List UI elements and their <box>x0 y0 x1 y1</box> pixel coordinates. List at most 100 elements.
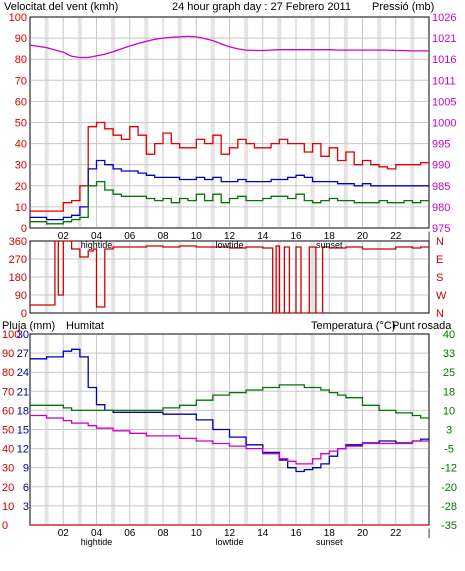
humidity-tick-label: 6 <box>23 482 29 494</box>
rain-tick-label: 20 <box>2 482 14 494</box>
direction-tick-label: 180 <box>9 272 27 284</box>
wind-tick-label: 20 <box>15 181 27 193</box>
temperature-tick-label: -5 <box>444 444 454 456</box>
pressure-tick-label: 1026 <box>432 12 456 24</box>
compass-label: S <box>436 272 443 284</box>
hour-tick-label: 14 <box>257 231 269 242</box>
wind-tick-label: 0 <box>21 223 27 235</box>
rain-tick-label: 90 <box>2 348 14 360</box>
sunset-event-label: sunset <box>316 240 343 250</box>
pressure-tick-label: 980 <box>432 202 450 214</box>
hour-tick-label: 04 <box>91 231 103 242</box>
humidity-tick-label: 12 <box>17 444 29 456</box>
pressure-line <box>29 35 429 59</box>
lowtide-event-label: lowtide <box>215 240 243 250</box>
series-lines <box>29 35 429 526</box>
rain-tick-label: 0 <box>2 520 8 532</box>
hour-tick-label: 10 <box>191 231 203 242</box>
wind-axis-label: Velocitat del vent (kmh) <box>4 1 118 13</box>
hour-tick-label: 06 <box>124 528 136 539</box>
temperature-tick-label: 33 <box>443 348 455 360</box>
temperature-tick-label: -28 <box>441 501 457 513</box>
humidity-tick-label: 9 <box>23 463 29 475</box>
temperature-tick-label: -20 <box>441 482 457 494</box>
wind-tick-label: 90 <box>15 33 27 45</box>
hour-tick-label: 06 <box>124 231 136 242</box>
hour-tick-label: | <box>428 528 431 539</box>
dewpoint-line <box>30 414 429 465</box>
direction-tick-label: 0 <box>21 308 27 320</box>
hour-tick-label: 08 <box>157 231 169 242</box>
humidity-tick-label: 30 <box>17 329 29 341</box>
rain-tick-label: 70 <box>2 386 14 398</box>
hightide-event-label: hightide <box>81 537 113 547</box>
hour-tick-label: 18 <box>324 528 336 539</box>
hour-tick-label: 12 <box>224 528 236 539</box>
pressure-tick-label: 1000 <box>432 118 456 130</box>
temperature-tick-label: -35 <box>441 520 457 532</box>
temperature-tick-label: 25 <box>443 367 455 379</box>
direction-tick-label: 270 <box>9 254 27 266</box>
pressure-tick-label: 1016 <box>432 54 456 66</box>
wind-tick-label: 80 <box>15 54 27 66</box>
rain-tick-label: 30 <box>2 463 14 475</box>
wind-average-line <box>30 159 429 221</box>
humidity-tick-label: 18 <box>17 405 29 417</box>
rain-tick-label: 60 <box>2 405 14 417</box>
rain-tick-label: 40 <box>2 444 14 456</box>
humidity-tick-label: 21 <box>17 386 29 398</box>
hour-tick-label: 14 <box>257 528 269 539</box>
wind-panel-frame <box>29 16 430 229</box>
wind-tick-label: 60 <box>15 96 27 108</box>
rain-tick-label: 10 <box>2 501 14 513</box>
humidity-tick-label: 3 <box>23 501 29 513</box>
hour-tick-label: 20 <box>357 528 369 539</box>
hour-tick-label: | <box>428 231 431 242</box>
wind-tick-label: 10 <box>15 202 27 214</box>
wind-tick-label: 40 <box>15 139 27 151</box>
rain-tick-label: 80 <box>2 367 14 379</box>
rain-tick-label: 50 <box>2 425 14 437</box>
humidity-axis-label: Humitat <box>66 320 104 332</box>
wind-tick-label: 70 <box>15 75 27 87</box>
hour-tick-label: 16 <box>290 231 302 242</box>
direction-panel-frame <box>29 240 430 314</box>
temperature-tick-label: 40 <box>443 329 455 341</box>
temperature-tick-label: 18 <box>443 386 455 398</box>
pressure-tick-label: 985 <box>432 181 450 193</box>
rain-axis-label: Pluja (mm) <box>2 320 55 332</box>
hour-tick-label: 12 <box>224 231 236 242</box>
compass-label: N <box>436 236 444 248</box>
direction-tick-label: 90 <box>15 290 27 302</box>
pressure-tick-label: 1011 <box>432 75 456 87</box>
hour-tick-label: 22 <box>390 528 402 539</box>
wind-direction-line <box>30 240 429 314</box>
wind-minimum-line <box>30 180 429 225</box>
temperature-axis-label: Temperatura (°C) <box>311 320 395 332</box>
humidity-tick-label: 24 <box>17 367 29 379</box>
lowtide-event-label: lowtide <box>215 537 243 547</box>
pressure-tick-label: 990 <box>432 160 450 172</box>
dewpoint-axis-label: Punt rosada <box>392 320 452 332</box>
wind-gust-line <box>30 121 429 212</box>
humidity-tick-label: 27 <box>17 348 29 360</box>
pressure-tick-label: 1021 <box>432 33 456 45</box>
hour-tick-label: 16 <box>290 528 302 539</box>
hightide-event-label: hightide <box>81 240 113 250</box>
hour-tick-label: 20 <box>357 231 369 242</box>
compass-label: N <box>436 308 444 320</box>
hour-tick-label: 10 <box>191 528 203 539</box>
hour-tick-label: 22 <box>390 231 402 242</box>
pressure-axis-label: Pressió (mb) <box>372 1 434 13</box>
grid-lines <box>31 18 428 524</box>
humidity-tick-label: 15 <box>17 425 29 437</box>
hour-tick-label: 18 <box>324 231 336 242</box>
wind-tick-label: 50 <box>15 118 27 130</box>
pressure-tick-label: 995 <box>432 139 450 151</box>
x-axis-labels: 02 04 06 08 10 12 14 16 18 20 22 | hightide lowtide su… <box>58 231 431 547</box>
temperature-line <box>30 384 429 419</box>
direction-tick-label: 360 <box>9 236 27 248</box>
wind-tick-label: 100 <box>9 12 27 24</box>
